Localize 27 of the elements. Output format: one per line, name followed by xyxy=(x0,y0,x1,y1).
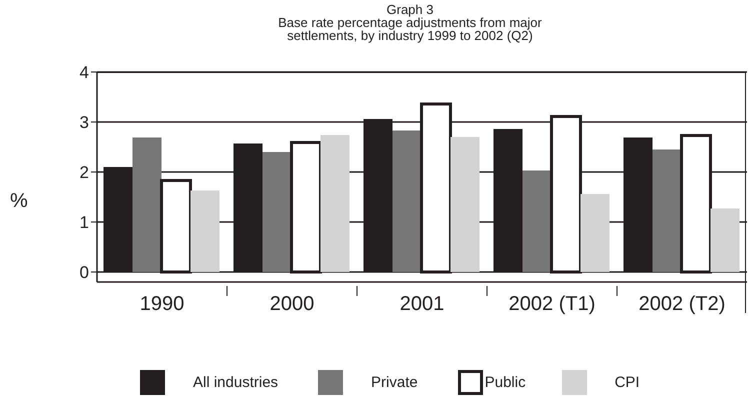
legend-label: CPI xyxy=(614,374,640,391)
y-tick-label: 2 xyxy=(80,163,89,182)
x-tick-label: 2002 (T1) xyxy=(508,293,596,315)
bar xyxy=(320,135,350,272)
legend-label: All industries xyxy=(193,374,278,391)
y-tick-label: 3 xyxy=(80,113,89,132)
x-tick-label: 2002 (T2) xyxy=(638,293,726,315)
bar xyxy=(262,152,292,272)
y-tick-label: 0 xyxy=(80,263,89,282)
x-tick-label: 2001 xyxy=(400,293,444,315)
bar xyxy=(450,137,480,272)
chart-subtitle: Base rate percentage adjustments from major settlements, by industry 1999 to 2002 (Q2) xyxy=(277,15,543,43)
x-tick-label: 2000 xyxy=(270,293,314,315)
x-tick-label: 1990 xyxy=(140,293,184,315)
y-tick-label: 4 xyxy=(80,63,89,82)
chart-title: Graph 3 xyxy=(386,2,434,17)
bar xyxy=(580,194,610,272)
legend-label: Public xyxy=(484,374,526,391)
legend-label: Private xyxy=(371,374,418,391)
bar xyxy=(522,170,552,272)
bar xyxy=(132,138,162,272)
bar xyxy=(392,130,422,272)
bar xyxy=(710,208,740,272)
y-axis-title: % xyxy=(10,190,28,213)
y-tick-label: 1 xyxy=(80,213,89,232)
bar xyxy=(652,150,682,272)
bar xyxy=(190,190,220,272)
